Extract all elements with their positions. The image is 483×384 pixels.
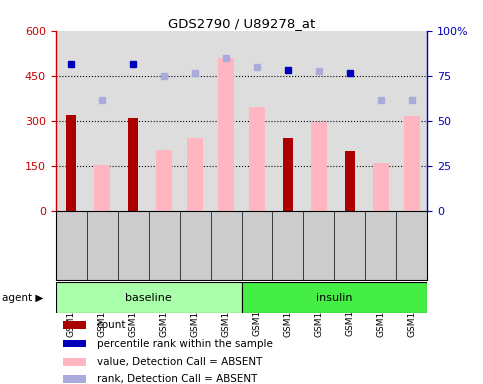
Bar: [242, 282, 427, 313]
Bar: [218, 58, 234, 211]
Bar: [63, 358, 86, 366]
Bar: [311, 122, 327, 211]
Bar: [63, 321, 86, 329]
Text: insulin: insulin: [316, 293, 353, 303]
Title: GDS2790 / U89278_at: GDS2790 / U89278_at: [168, 17, 315, 30]
Bar: [56, 282, 242, 313]
Bar: [373, 163, 389, 211]
Bar: [404, 116, 420, 211]
Text: value, Detection Call = ABSENT: value, Detection Call = ABSENT: [97, 357, 262, 367]
Bar: [66, 115, 76, 211]
Bar: [63, 340, 86, 347]
Bar: [249, 108, 265, 211]
Bar: [187, 137, 203, 211]
Bar: [63, 375, 86, 382]
Text: count: count: [97, 320, 126, 330]
Bar: [156, 149, 172, 211]
Text: baseline: baseline: [125, 293, 172, 303]
Bar: [94, 165, 110, 211]
Text: rank, Detection Call = ABSENT: rank, Detection Call = ABSENT: [97, 374, 257, 384]
Bar: [284, 137, 293, 211]
Bar: [128, 118, 138, 211]
Text: agent ▶: agent ▶: [2, 293, 44, 303]
Text: percentile rank within the sample: percentile rank within the sample: [97, 339, 272, 349]
Bar: [345, 151, 355, 211]
